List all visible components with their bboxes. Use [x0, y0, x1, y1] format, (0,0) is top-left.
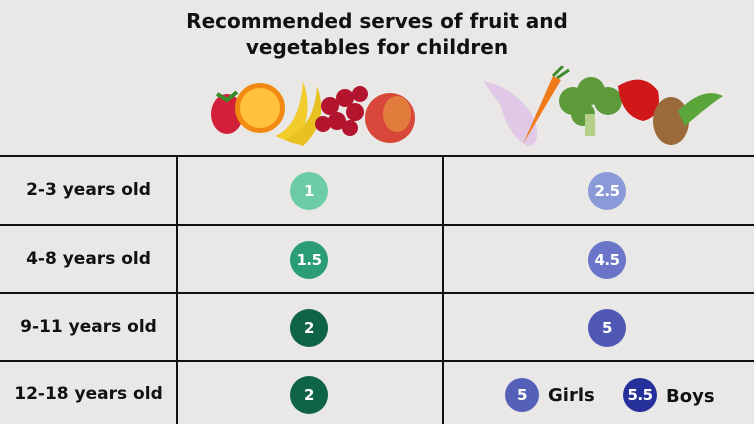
fruit-serves-badge: 2: [290, 309, 328, 347]
title-line-1: Recommended serves of fruit and: [186, 9, 568, 33]
veg-serves-badge: 5: [588, 309, 626, 347]
boys-label: Boys: [666, 386, 715, 407]
age-label: 9-11 years old: [20, 317, 157, 337]
veg-girls-badge: 5: [505, 378, 539, 412]
veg-serves-badge: 2.5: [588, 172, 626, 210]
page-title: Recommended serves of fruit and vegetable…: [0, 8, 754, 60]
fruit-serves-badge: 1.5: [290, 241, 328, 279]
veg-serves-badge: 4.5: [588, 241, 626, 279]
age-label: 4-8 years old: [26, 249, 151, 269]
girls-label: Girls: [548, 385, 595, 406]
fruit-serves-badge: 1: [290, 172, 328, 210]
fruit-image: [211, 81, 415, 146]
title-line-2: vegetables for children: [245, 35, 509, 59]
veg-boys-badge: 5.5: [623, 378, 657, 412]
age-label: 12-18 years old: [14, 384, 163, 404]
vegetables-image: [483, 66, 723, 146]
fruit-serves-badge: 2: [290, 376, 328, 414]
age-label: 2-3 years old: [26, 180, 151, 200]
